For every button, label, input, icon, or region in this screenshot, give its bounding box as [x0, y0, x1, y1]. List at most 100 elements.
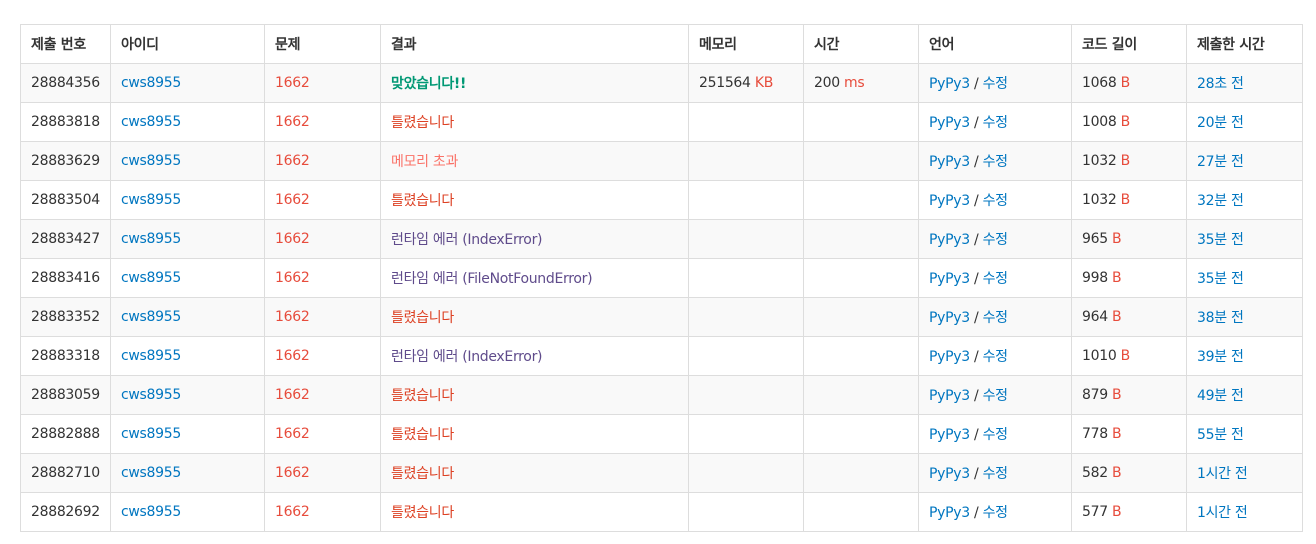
problem-link[interactable]: 1662: [275, 348, 310, 364]
submitted-time-link[interactable]: 55분 전: [1197, 427, 1244, 443]
cell-code-length: 998 B: [1071, 258, 1187, 298]
cell-problem: 1662: [264, 453, 381, 493]
code-length-unit: B: [1111, 426, 1122, 442]
submitted-time-link[interactable]: 27분 전: [1197, 154, 1244, 170]
time-value: 200: [814, 75, 840, 91]
code-length-unit: B: [1111, 309, 1122, 325]
submitted-time-link[interactable]: 38분 전: [1197, 310, 1244, 326]
user-link[interactable]: cws8955: [121, 387, 181, 403]
table-row: 28883318 cws8955 1662 런타임 에러 (IndexError) Py…: [20, 336, 1303, 376]
edit-link[interactable]: 수정: [982, 271, 1008, 287]
submitted-time-link[interactable]: 35분 전: [1197, 232, 1244, 248]
result-text: 틀렸습니다: [391, 193, 454, 209]
user-link[interactable]: cws8955: [121, 114, 181, 130]
submitted-time-link[interactable]: 35분 전: [1197, 271, 1244, 287]
table-row: 28883629 cws8955 1662 메모리 초과 PyPy3 / 수정 1032 …: [20, 141, 1303, 181]
edit-link[interactable]: 수정: [982, 505, 1008, 521]
user-link[interactable]: cws8955: [121, 465, 181, 481]
user-link[interactable]: cws8955: [121, 192, 181, 208]
edit-link[interactable]: 수정: [982, 232, 1008, 248]
cell-submitted-at: 55분 전: [1186, 414, 1303, 454]
cell-result: 런타임 에러 (IndexError): [380, 219, 689, 259]
user-link[interactable]: cws8955: [121, 426, 181, 442]
cell-submission-id: 28883416: [20, 258, 111, 298]
cell-time: [803, 180, 919, 220]
language-link[interactable]: PyPy3: [929, 154, 970, 170]
cell-code-length: 879 B: [1071, 375, 1187, 415]
problem-link[interactable]: 1662: [275, 387, 310, 403]
cell-language: PyPy3 / 수정: [918, 453, 1072, 493]
time-unit: ms: [843, 75, 865, 91]
edit-link[interactable]: 수정: [982, 193, 1008, 209]
code-length-unit: B: [1111, 504, 1122, 520]
language-link[interactable]: PyPy3: [929, 193, 970, 209]
language-separator: /: [969, 505, 983, 521]
result-text: 틀렸습니다: [391, 388, 454, 404]
problem-link[interactable]: 1662: [275, 309, 310, 325]
edit-link[interactable]: 수정: [982, 349, 1008, 365]
user-link[interactable]: cws8955: [121, 231, 181, 247]
cell-submission-id: 28883504: [20, 180, 111, 220]
submission-id: 28883504: [31, 192, 100, 208]
submitted-time-link[interactable]: 1시간 전: [1197, 466, 1248, 482]
language-link[interactable]: PyPy3: [929, 505, 970, 521]
cell-user: cws8955: [110, 336, 265, 376]
problem-link[interactable]: 1662: [275, 231, 310, 247]
language-link[interactable]: PyPy3: [929, 232, 970, 248]
user-link[interactable]: cws8955: [121, 348, 181, 364]
code-length-unit: B: [1120, 114, 1131, 130]
problem-link[interactable]: 1662: [275, 192, 310, 208]
submitted-time-link[interactable]: 1시간 전: [1197, 505, 1248, 521]
problem-link[interactable]: 1662: [275, 426, 310, 442]
user-link[interactable]: cws8955: [121, 309, 181, 325]
problem-link[interactable]: 1662: [275, 504, 310, 520]
submitted-time-link[interactable]: 49분 전: [1197, 388, 1244, 404]
cell-submitted-at: 35분 전: [1186, 258, 1303, 298]
language-link[interactable]: PyPy3: [929, 466, 970, 482]
edit-link[interactable]: 수정: [982, 427, 1008, 443]
cell-submission-id: 28882888: [20, 414, 111, 454]
problem-link[interactable]: 1662: [275, 465, 310, 481]
language-link[interactable]: PyPy3: [929, 388, 970, 404]
language-link[interactable]: PyPy3: [929, 115, 970, 131]
edit-link[interactable]: 수정: [982, 115, 1008, 131]
language-separator: /: [969, 466, 983, 482]
header-code-length: 코드 길이: [1071, 24, 1187, 64]
language-link[interactable]: PyPy3: [929, 76, 970, 92]
language-link[interactable]: PyPy3: [929, 310, 970, 326]
edit-link[interactable]: 수정: [982, 76, 1008, 92]
cell-submitted-at: 32분 전: [1186, 180, 1303, 220]
table-row: 28884356 cws8955 1662 맞았습니다!! 251564 KB 200 m…: [20, 63, 1303, 103]
code-length-unit: B: [1120, 153, 1131, 169]
problem-link[interactable]: 1662: [275, 270, 310, 286]
edit-link[interactable]: 수정: [982, 154, 1008, 170]
edit-link[interactable]: 수정: [982, 466, 1008, 482]
language-link[interactable]: PyPy3: [929, 271, 970, 287]
submitted-time-link[interactable]: 20분 전: [1197, 115, 1244, 131]
cell-result: 틀렸습니다: [380, 453, 689, 493]
problem-link[interactable]: 1662: [275, 75, 310, 91]
code-length-unit: B: [1111, 270, 1122, 286]
submission-id: 28883629: [31, 153, 100, 169]
cell-submitted-at: 49분 전: [1186, 375, 1303, 415]
cell-result: 메모리 초과: [380, 141, 689, 181]
problem-link[interactable]: 1662: [275, 114, 310, 130]
user-link[interactable]: cws8955: [121, 270, 181, 286]
user-link[interactable]: cws8955: [121, 75, 181, 91]
user-link[interactable]: cws8955: [121, 504, 181, 520]
language-link[interactable]: PyPy3: [929, 427, 970, 443]
cell-submitted-at: 38분 전: [1186, 297, 1303, 337]
submitted-time-link[interactable]: 32분 전: [1197, 193, 1244, 209]
submitted-time-link[interactable]: 39분 전: [1197, 349, 1244, 365]
submitted-time-link[interactable]: 28초 전: [1197, 76, 1244, 92]
cell-language: PyPy3 / 수정: [918, 219, 1072, 259]
edit-link[interactable]: 수정: [982, 388, 1008, 404]
edit-link[interactable]: 수정: [982, 310, 1008, 326]
cell-time: [803, 102, 919, 142]
cell-code-length: 778 B: [1071, 414, 1187, 454]
language-link[interactable]: PyPy3: [929, 349, 970, 365]
user-link[interactable]: cws8955: [121, 153, 181, 169]
cell-submission-id: 28883059: [20, 375, 111, 415]
cell-submitted-at: 1시간 전: [1186, 453, 1303, 493]
problem-link[interactable]: 1662: [275, 153, 310, 169]
